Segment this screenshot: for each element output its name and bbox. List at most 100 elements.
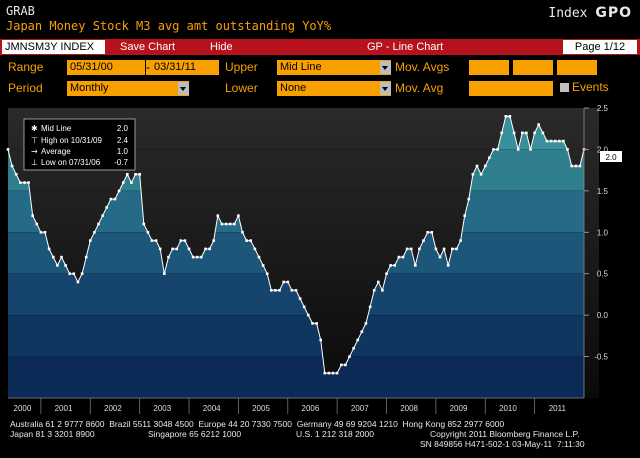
range-end-input[interactable]: 03/31/11 [151, 60, 219, 75]
period-select[interactable]: Monthly [67, 81, 189, 96]
data-point [348, 355, 351, 358]
events-checkbox[interactable] [560, 83, 569, 92]
data-point [228, 222, 232, 226]
legend-box: ✱ Mid Line 2.0 ⊤ High on 10/31/09 2.4 → … [23, 118, 136, 171]
data-point [434, 247, 438, 251]
data-point [442, 247, 446, 251]
save-chart-button[interactable]: Save Chart [120, 41, 176, 53]
data-point [6, 148, 10, 151]
data-point [14, 173, 18, 176]
data-point [484, 164, 487, 168]
data-point [578, 164, 582, 168]
data-point [471, 173, 475, 176]
data-point [451, 247, 454, 251]
x-tick-label: 2001 [55, 404, 73, 413]
data-point [372, 289, 376, 292]
data-point [117, 189, 121, 193]
data-point [488, 156, 491, 159]
upper-select-value: Mid Line [280, 61, 322, 73]
data-point [278, 289, 281, 292]
data-point [566, 148, 569, 151]
data-point [558, 139, 561, 143]
lower-select[interactable]: None [277, 81, 391, 96]
hide-button[interactable]: Hide [210, 41, 233, 53]
average-icon: → [31, 147, 38, 156]
mov-avg-1-input[interactable] [469, 60, 509, 75]
data-point [549, 139, 553, 143]
mov-avg-3-input[interactable] [557, 60, 597, 75]
data-point [270, 289, 273, 292]
data-point [68, 272, 71, 275]
data-point [516, 148, 520, 151]
grab-label: GRAB [6, 4, 35, 18]
ticker-field[interactable]: JMNSM3Y INDEX [2, 40, 105, 54]
y-tick-label: -0.5 [594, 353, 608, 362]
y-tick-label: 1.5 [597, 187, 609, 196]
data-point [134, 173, 137, 176]
data-point [512, 131, 516, 135]
data-point [414, 264, 417, 267]
data-point [418, 247, 421, 251]
lower-label: Lower [225, 81, 258, 95]
legend-high-label: High on 10/31/09 [41, 136, 102, 145]
data-point [537, 123, 540, 126]
legend-high-value: 2.4 [117, 136, 129, 145]
data-point [31, 214, 34, 217]
footer-singapore: Singapore 65 6212 1000 [148, 429, 242, 439]
data-point [220, 222, 224, 226]
data-point [401, 255, 405, 259]
data-point [393, 264, 396, 267]
mov-avg-input[interactable] [469, 81, 553, 96]
footer-japan: Japan 81 3 3201 8900 [10, 429, 95, 439]
chevron-down-icon[interactable] [380, 82, 391, 95]
page-indicator[interactable]: Page 1/12 [563, 40, 637, 54]
data-point [492, 148, 495, 151]
legend-low-label: Low on 07/31/06 [41, 158, 101, 167]
data-point [126, 173, 129, 176]
x-tick-label: 2006 [302, 404, 320, 413]
footer-us: U.S. 1 212 318 2000 [296, 429, 374, 439]
area-band [8, 356, 584, 398]
data-point [80, 272, 84, 275]
data-point [121, 181, 125, 184]
x-tick-label: 2007 [351, 404, 369, 413]
low-marker-icon: ⊥ [31, 158, 38, 167]
data-point [323, 371, 327, 375]
index-label: Index [548, 6, 588, 21]
chevron-down-icon[interactable] [380, 61, 391, 74]
data-point [200, 255, 203, 259]
upper-select[interactable]: Mid Line [277, 60, 391, 75]
last-value-box [600, 151, 622, 162]
range-separator: - [146, 60, 151, 75]
data-point [35, 222, 39, 226]
data-point [233, 222, 236, 226]
chevron-down-icon[interactable] [178, 82, 189, 95]
data-point [224, 222, 228, 226]
data-point [352, 347, 355, 350]
events-label[interactable]: Events [572, 80, 609, 94]
data-point [389, 264, 392, 267]
data-point [331, 371, 335, 375]
data-point [344, 363, 347, 367]
data-point [455, 247, 458, 251]
x-tick-label: 2009 [450, 404, 468, 413]
x-tick-label: 2003 [153, 404, 171, 413]
mov-avg-2-input[interactable] [513, 60, 553, 75]
chart-area: 2.5 2.0 1.5 1.0 0.5 0.0 -0.5 2000 2001 2002 2003 2… [0, 100, 640, 418]
range-start-input[interactable]: 05/31/00 [67, 60, 145, 75]
data-point [47, 247, 51, 251]
data-point [545, 139, 549, 143]
y-tick-label: 0.5 [597, 270, 609, 279]
mov-avg-label: Mov. Avg [395, 81, 444, 95]
x-tick-label: 2005 [252, 404, 270, 413]
data-point [529, 148, 532, 151]
data-point [385, 272, 388, 275]
data-point [422, 239, 425, 242]
data-point [249, 239, 252, 242]
data-point [463, 214, 466, 217]
data-point [93, 231, 96, 234]
data-point [142, 222, 146, 226]
mid-line-icon: ✱ [31, 124, 38, 133]
data-point [212, 239, 215, 242]
legend-low-value: -0.7 [114, 158, 128, 167]
